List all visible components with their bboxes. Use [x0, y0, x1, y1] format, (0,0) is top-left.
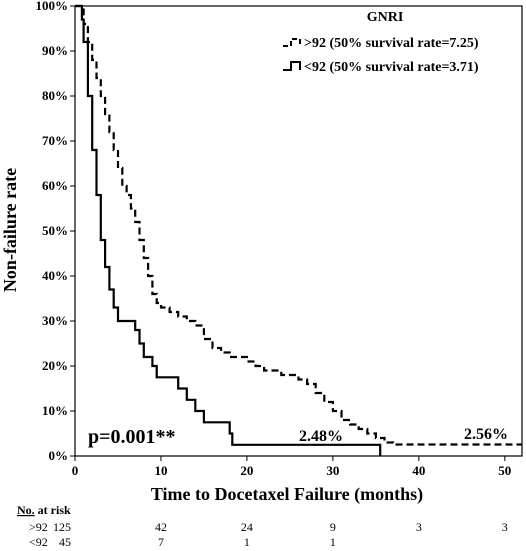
y-axis-title: Non-failure rate [0, 168, 20, 292]
x-axis-title: Time to Docetaxel Failure (months) [151, 484, 423, 505]
risk-cell: 7 [158, 535, 164, 549]
end-label-high: 2.56% [464, 426, 508, 443]
y-tick-label: 80% [42, 88, 68, 103]
risk-cell: 3 [416, 520, 422, 534]
x-tick-label: 10 [154, 463, 167, 478]
x-tick-label: 30 [326, 463, 339, 478]
x-tick-label: 20 [240, 463, 253, 478]
y-tick-label: 70% [42, 133, 68, 148]
y-tick-label: 20% [42, 358, 68, 373]
y-tick-label: 0% [49, 448, 69, 463]
risk-cell: 3 [502, 520, 508, 534]
risk-cell: 45 [59, 535, 71, 549]
y-tick-label: 40% [42, 268, 68, 283]
x-axis-ticks: 0 10 20 30 40 50 [72, 456, 511, 478]
risk-cell: 1 [330, 535, 336, 549]
legend: GNRI >92 (50% survival rate=7.25) <92 (5… [283, 10, 479, 75]
p-value-annotation: p=0.001** [88, 426, 176, 448]
legend-key-dashed [283, 38, 301, 47]
legend-key-solid [283, 61, 301, 71]
y-tick-label: 50% [42, 223, 68, 238]
legend-title: GNRI [367, 10, 404, 25]
y-axis-ticks: 0% 10% 20% 30% 40% 50% 60% 70% 80% 90% 100% [36, 0, 75, 463]
risk-cell: 24 [241, 520, 253, 534]
risk-header-no: No. [17, 503, 35, 517]
y-tick-label: 100% [36, 0, 69, 13]
risk-row-label: <92 [29, 535, 48, 549]
risk-cell: 125 [53, 520, 71, 534]
risk-header-rest: at risk [35, 503, 71, 517]
risk-cell: 9 [330, 520, 336, 534]
x-tick-label: 0 [72, 463, 79, 478]
y-tick-label: 90% [42, 43, 68, 58]
end-label-low: 2.48% [299, 428, 343, 445]
y-tick-label: 60% [42, 178, 68, 193]
y-tick-label: 10% [42, 403, 68, 418]
legend-entry-low: <92 (50% survival rate=3.71) [304, 60, 479, 75]
curve-low-gnri [75, 4, 382, 456]
x-tick-label: 50 [498, 463, 511, 478]
x-tick-label: 40 [412, 463, 425, 478]
survival-curves [75, 4, 522, 456]
curve-high-gnri [75, 4, 522, 446]
risk-cell: 1 [244, 535, 250, 549]
risk-cell: 42 [155, 520, 167, 534]
legend-entry-high: >92 (50% survival rate=7.25) [304, 36, 479, 51]
risk-table-header: No. at risk [17, 503, 71, 517]
risk-table: No. at risk >92 125 42 24 9 3 3 <92 45 7 1 1 [17, 503, 508, 549]
risk-row-label: >92 [29, 520, 48, 534]
y-tick-label: 30% [42, 313, 68, 328]
